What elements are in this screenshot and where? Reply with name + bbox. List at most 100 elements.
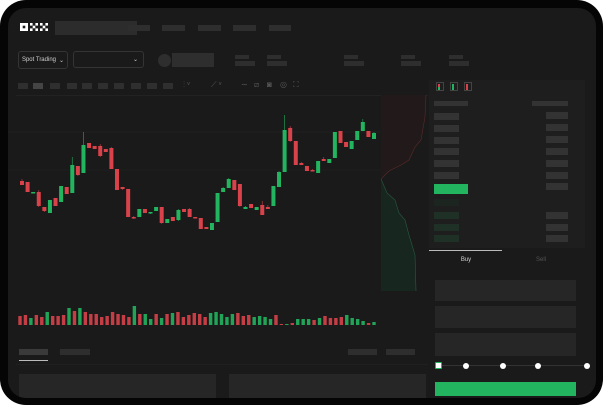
candle-body <box>120 187 125 189</box>
interval-button[interactable] <box>163 83 173 89</box>
candle-body <box>170 217 175 221</box>
candle-body <box>198 218 203 229</box>
ask-amount <box>546 124 568 131</box>
market-type-label: Spot Trading <box>21 57 56 63</box>
search-input[interactable] <box>55 21 137 35</box>
line-tool-icon[interactable]: ⟋ ᵛ <box>211 80 222 89</box>
candle-body <box>344 142 349 147</box>
ask-price[interactable] <box>434 113 459 120</box>
ask-price[interactable] <box>434 148 459 155</box>
candle-body <box>42 207 47 211</box>
ask-price[interactable] <box>434 137 459 144</box>
volume-bar <box>29 318 33 325</box>
volume-bar <box>285 324 289 325</box>
pair-selector-dropdown[interactable]: ⌄ <box>73 51 144 68</box>
volume-bar <box>18 316 22 325</box>
view-all-button[interactable] <box>386 349 415 355</box>
ruler-icon[interactable]: ⧄ <box>254 80 260 89</box>
interval-button[interactable] <box>33 83 43 89</box>
depth-bid-area <box>381 179 416 291</box>
ask-price[interactable] <box>434 125 459 132</box>
depth-ask-area <box>381 95 428 179</box>
filter-button[interactable] <box>348 349 377 355</box>
candle-body <box>204 227 209 229</box>
amount-slider-handle[interactable] <box>435 362 442 369</box>
volume-bar <box>328 318 333 325</box>
interval-button[interactable] <box>67 83 77 89</box>
orderbook-both-icon[interactable] <box>436 82 444 91</box>
market-type-dropdown[interactable]: Spot Trading ⌄ <box>18 51 68 69</box>
candle-body <box>31 192 36 194</box>
buy-tab[interactable]: Buy <box>460 257 472 263</box>
interval-button[interactable] <box>98 83 108 89</box>
slider-step-25[interactable] <box>463 363 469 369</box>
nav-item[interactable] <box>162 25 185 31</box>
bid-price[interactable] <box>434 212 459 219</box>
candle-body <box>288 128 293 141</box>
volume-bar <box>236 313 240 325</box>
coin-icon <box>158 54 171 67</box>
interval-button[interactable] <box>147 83 157 89</box>
candle-body <box>59 186 64 202</box>
candle-body <box>137 209 142 217</box>
camera-icon[interactable]: ◙ <box>267 80 272 89</box>
candle-body <box>81 145 86 173</box>
ask-amount <box>546 112 568 119</box>
volume-bar <box>89 314 93 325</box>
candle-body <box>20 181 24 185</box>
orderbook-buy-icon[interactable] <box>450 82 458 91</box>
candlestick-chart[interactable] <box>8 98 382 338</box>
tab-order-history[interactable] <box>60 349 90 355</box>
candle-body <box>154 207 159 211</box>
fullscreen-icon[interactable]: ⛶ <box>293 80 299 89</box>
amount-slider-track[interactable] <box>438 365 588 366</box>
ask-price[interactable] <box>434 172 459 179</box>
amount-input[interactable] <box>435 306 576 328</box>
bid-price[interactable] <box>434 235 459 242</box>
buy-submit-button[interactable] <box>435 382 576 396</box>
volume-bar <box>181 317 186 325</box>
volume-bar <box>361 321 365 325</box>
candle-body <box>360 122 365 131</box>
indicator-icon[interactable]: ⫶ ᵛ <box>183 80 190 89</box>
settings-icon[interactable]: ◎ <box>280 80 287 89</box>
price-input[interactable] <box>435 280 576 301</box>
candle-body <box>243 207 248 209</box>
interval-button[interactable] <box>18 83 28 89</box>
slider-step-100[interactable] <box>584 363 590 369</box>
bid-amount <box>546 235 568 242</box>
tab-open-orders[interactable] <box>19 349 48 355</box>
nav-item[interactable] <box>198 25 221 31</box>
volume-bar <box>312 320 316 325</box>
wave-icon[interactable]: ∼ <box>241 80 248 89</box>
bid-price[interactable] <box>434 199 459 206</box>
candle-body <box>64 187 69 194</box>
volume-bar <box>339 317 344 325</box>
nav-item[interactable] <box>233 25 256 31</box>
bid-price[interactable] <box>434 224 459 231</box>
interval-button[interactable] <box>131 83 141 89</box>
nav-item[interactable] <box>269 25 291 31</box>
nav-item[interactable] <box>128 25 150 31</box>
interval-button[interactable] <box>114 83 124 89</box>
volume-bar <box>296 319 300 325</box>
total-input[interactable] <box>435 333 576 356</box>
volume-bar <box>198 314 202 325</box>
orderbook-sell-icon[interactable] <box>464 82 472 91</box>
slider-step-50[interactable] <box>500 363 506 369</box>
candle-body <box>372 133 376 139</box>
volume-bar <box>61 315 66 325</box>
sell-tab[interactable]: Sell <box>535 257 546 263</box>
ask-price[interactable] <box>434 160 459 167</box>
buy-tab-underline <box>429 250 502 251</box>
app-screen: Spot Trading ⌄ ⌄ ⫶ ᵛ ⟋ ᵛ ∼ ⧄ ◙ ◎ ⛶ <box>8 8 596 398</box>
volume-bar <box>268 319 273 325</box>
slider-step-75[interactable] <box>535 363 541 369</box>
candle-body <box>209 223 214 230</box>
candle-body <box>47 200 52 213</box>
okx-logo[interactable] <box>20 22 48 33</box>
interval-button[interactable] <box>50 83 60 89</box>
candle-body <box>92 146 97 149</box>
interval-button[interactable] <box>82 83 92 89</box>
candle-body <box>221 188 226 192</box>
